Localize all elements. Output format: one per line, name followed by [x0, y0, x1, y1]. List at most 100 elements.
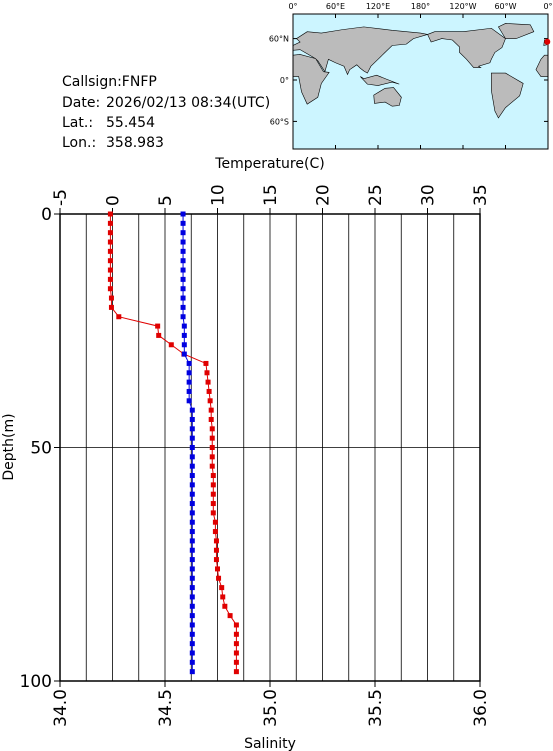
profile-point [189, 613, 195, 619]
profile-point [186, 398, 192, 404]
profile-point [204, 370, 210, 376]
profile-point [180, 295, 186, 301]
y-tick-label: 100 [20, 672, 52, 692]
profile-point [181, 332, 187, 338]
x-tick-label: 30 [419, 184, 439, 206]
profile-point [189, 473, 195, 479]
continent [427, 27, 506, 68]
y-axis-title: Depth(m) [1, 413, 17, 480]
profile-point [210, 473, 216, 479]
profile-point [213, 557, 219, 563]
profile-point [107, 286, 113, 292]
x-tick-label: 0 [104, 195, 124, 206]
profile-point [209, 454, 215, 460]
profile-point [180, 220, 186, 226]
profile-point [180, 304, 186, 310]
profile-point [168, 342, 174, 348]
map-y-tick-label: 0° [280, 76, 289, 85]
profile-point [107, 248, 113, 254]
profile-point [107, 239, 113, 245]
x-tick-label: 20 [314, 184, 334, 206]
profile-point [189, 585, 195, 591]
lat: 55.454 [106, 115, 155, 131]
profile-point [107, 258, 113, 264]
profile-point [220, 594, 226, 600]
profile-point [180, 258, 186, 264]
profile-point [180, 211, 186, 217]
profile-point [189, 529, 195, 535]
profile-point [205, 379, 211, 385]
profile-point [233, 669, 239, 675]
profile-point [209, 435, 215, 441]
profile-point [181, 342, 187, 348]
profile-point [210, 482, 216, 488]
profile-point [219, 585, 225, 591]
profile-point [233, 659, 239, 665]
map-x-tick-label: 0° [543, 2, 552, 11]
x-tick-label: 10 [209, 184, 229, 206]
profile-point [186, 379, 192, 385]
continent [491, 72, 524, 119]
x-tick-label: 5 [156, 195, 176, 206]
profile-point [189, 407, 195, 413]
profile-point [213, 538, 219, 544]
continent [497, 23, 535, 39]
profile-point [180, 248, 186, 254]
profile-point [180, 267, 186, 273]
x-tick-label: 35 [471, 184, 491, 206]
x2-axis-title: Salinity [244, 736, 296, 751]
profile-point [212, 519, 218, 525]
profile-point [207, 398, 213, 404]
x-tick-label: 25 [366, 184, 386, 206]
map-y-tick-label: 60°S [270, 117, 289, 126]
map-x-tick-label: 60°W [494, 2, 516, 11]
profile-point [189, 435, 195, 441]
x-axis-title: Temperature(C) [214, 156, 324, 172]
profile-point [155, 323, 161, 329]
profile-point [107, 211, 113, 217]
profile-point [189, 445, 195, 450]
profile-point [208, 407, 214, 413]
lon-label: Lon.: [62, 135, 96, 151]
x2-tick-label: 34.5 [156, 689, 176, 727]
profile-point [107, 276, 113, 282]
profile-point [180, 230, 186, 236]
profile-point [181, 323, 187, 329]
station-marker [544, 38, 551, 45]
profile-point [189, 454, 195, 460]
continent [292, 54, 330, 105]
profile-point [186, 360, 192, 366]
continent [292, 26, 428, 76]
profile-point [180, 314, 186, 320]
continent [373, 87, 402, 107]
lat-label: Lat.: [62, 115, 93, 131]
profile-point [189, 603, 195, 609]
profile-point [189, 510, 195, 516]
profile-point [189, 557, 195, 563]
profile-point [189, 622, 195, 628]
profile-point [189, 575, 195, 581]
x-tick-label: -5 [51, 189, 71, 206]
profile-point [189, 416, 195, 422]
profile-point [189, 482, 195, 488]
profile-point [107, 267, 113, 273]
profile-point [208, 416, 214, 422]
profile-point [189, 669, 195, 675]
profile-point [233, 641, 239, 647]
profile-point [227, 613, 233, 619]
map-x-tick-label: 120°E [366, 2, 390, 11]
profile-point [210, 501, 216, 507]
profile-point [189, 501, 195, 507]
profile-point [209, 463, 215, 469]
continent [360, 74, 400, 86]
profile-point [116, 314, 122, 320]
profile-point [212, 529, 218, 535]
y-tick-label: 0 [41, 205, 52, 225]
profile-point [180, 276, 186, 282]
profile-point [216, 575, 222, 581]
x2-tick-label: 34.0 [51, 689, 71, 727]
profile-point [189, 659, 195, 665]
profile-point [186, 370, 192, 376]
profile-point [215, 566, 220, 572]
